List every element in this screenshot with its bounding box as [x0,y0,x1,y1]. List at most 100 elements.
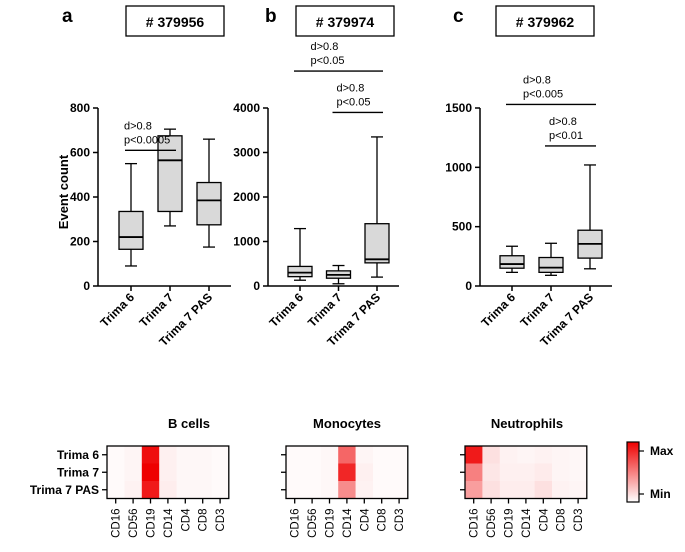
heatmap-cell [465,481,483,499]
heatmap-cell [286,463,304,482]
heatmap-column-label: CD56 [307,509,319,538]
heatmap-cell [569,463,588,482]
panel-letter: c [453,6,464,27]
heatmap-cell [107,446,125,464]
heatmap-title: B cells [168,416,210,431]
heatmap-column-label: CD14 [163,508,175,538]
x-tick-label: Trima 6 [479,290,519,330]
heatmap-column-label: CD4 [180,508,192,532]
panel-title: # 379974 [316,14,375,30]
heatmap-row-label: Trima 7 [57,465,99,479]
box-1 [325,264,352,285]
heatmap-cell [465,446,483,464]
boxplot-panel-a: a # 379956 0 200 400 600 800 Event count Trima 6… [56,5,231,349]
heatmap-column-label: CD16 [111,509,123,538]
heatmap-cell [107,481,125,499]
panel-title-box [495,5,595,37]
heatmap-cell [141,463,160,482]
box-2 [364,136,390,278]
heatmap-cell [534,481,553,499]
heatmap-cell [390,481,409,499]
heatmap-panel-2: Neutrophils CD16 CD56 CD19 CD14 CD4 CD8 CD3 [460,416,588,538]
significance-label: p<0.01 [549,130,583,142]
heatmap-cell [124,481,143,499]
significance-label: p<0.05 [311,55,345,67]
heatmap-column-label: CD8 [377,509,389,532]
panel-title-box [295,5,395,37]
legend-max-label: Max [650,444,674,458]
heatmap-cell [373,446,391,464]
y-tick-label: 0 [465,279,472,293]
heatmap-cell [141,446,160,464]
y-tick-label: 1500 [445,101,472,115]
heatmap-cell [355,481,374,499]
heatmap-cell [517,446,535,464]
panel-title: # 379962 [516,14,575,30]
heatmap-cell [176,463,195,482]
y-tick-label: 200 [70,235,90,249]
heatmap-column-label: CD14 [342,508,354,538]
heatmap-cell [465,463,483,482]
heatmap-column-label: CD8 [198,509,210,532]
box-iqr [118,210,144,250]
heatmap-panel-1: Monocytes CD16 CD56 CD19 CD14 CD4 CD8 CD3 [281,416,409,538]
heatmap-cell [499,446,518,464]
heatmap-cell [373,481,391,499]
heatmap-cell [482,446,501,464]
panel-letter: b [265,6,277,27]
heatmap-row-label: Trima 7 PAS [30,483,99,497]
heatmap-cell [534,446,553,464]
heatmap-cell [552,446,570,464]
heatmap-cell [569,446,588,464]
heatmap-cell [320,446,339,464]
box-1 [538,242,564,276]
heatmap-cell [303,446,322,464]
significance-label: d>0.8 [124,120,152,132]
heatmap-cell [124,463,143,482]
y-tick-label: 800 [70,101,90,115]
y-axis-label: Event count [56,154,71,229]
heatmap-cell [355,446,374,464]
heatmap-row-label: Trima 6 [57,448,99,462]
heatmap-column-label: CD19 [325,509,337,538]
box-iqr [499,255,525,269]
heatmap-cell [159,481,177,499]
heatmap-column-label: CD16 [290,509,302,538]
heatmap-column-label: CD3 [573,509,585,532]
heatmap-cell [552,481,570,499]
y-tick-label: 1000 [233,235,260,249]
heatmap-cell [569,481,588,499]
heatmap-cell [517,481,535,499]
heatmap-cell [499,463,518,482]
heatmap-cell [499,481,518,499]
heatmap-cell [390,463,409,482]
heatmap-cell [303,463,322,482]
heatmap-cell [373,463,391,482]
box-0 [118,162,144,267]
y-tick-label: 4000 [233,101,260,115]
heatmap-cell [303,481,322,499]
significance-label: d>0.8 [523,74,551,86]
heatmap-cell [194,481,212,499]
heatmap-cell [338,481,356,499]
heatmap-cell [159,463,177,482]
heatmap-cell [286,481,304,499]
significance-label: d>0.8 [549,116,577,128]
heatmap-title: Monocytes [313,416,381,431]
heatmap-title: Neutrophils [491,416,563,431]
significance-label: p<0.05 [337,96,371,108]
significance-label: d>0.8 [337,82,365,94]
heatmap-cell [211,481,230,499]
heatmap-column-label: CD4 [538,508,550,532]
box-iqr [157,135,183,213]
significance-label: p<0.005 [523,88,563,100]
panel-letter: a [62,6,73,27]
box-iqr [287,265,313,278]
y-tick-label: 0 [253,279,260,293]
y-tick-label: 600 [70,146,90,160]
heatmap-cell [534,463,553,482]
heatmap-cell [320,463,339,482]
x-tick-label: Trima 6 [98,290,138,330]
heatmap-cell [390,446,409,464]
heatmap-panel-0: B cells Trima 6 Trima 7 Trima 7 PAS CD16 CD56… [30,416,230,538]
